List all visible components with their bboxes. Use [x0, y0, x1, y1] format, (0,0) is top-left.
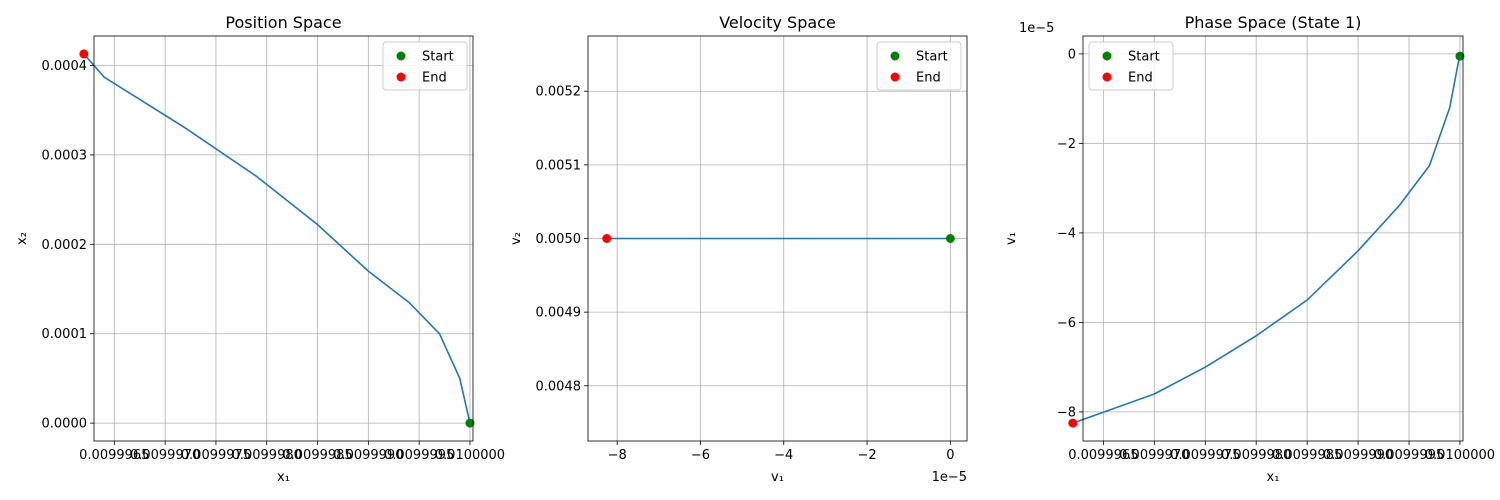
legend-marker — [1102, 51, 1112, 61]
y-tick-label: 0 — [1068, 47, 1076, 62]
x-offset-label: 1e−5 — [932, 470, 967, 485]
x-axis-label: x₁ — [1267, 470, 1280, 485]
x-tick-label: 0.0099985 — [282, 448, 352, 463]
chart-title: Phase Space (State 1) — [1185, 13, 1362, 32]
x-axis-label: v₁ — [771, 470, 784, 485]
y-tick-label: 0.0001 — [42, 327, 88, 342]
y-tick-label: 0.0052 — [536, 85, 582, 100]
x-tick-label: 0.0099990 — [1323, 448, 1393, 463]
y-tick-label: 0.0048 — [536, 379, 582, 394]
y-tick-label: 0.0049 — [536, 306, 582, 321]
y-tick-label: 0.0002 — [42, 238, 88, 253]
y-axis-label: v₂ — [509, 232, 524, 245]
x-tick-label: 0.0100000 — [1425, 448, 1495, 463]
x-tick-label: 0.0099995 — [384, 448, 454, 463]
y-tick-label: −8 — [1057, 405, 1076, 420]
chart-panel-1: 0.00999650.00999700.00999750.00999800.00… — [15, 13, 505, 485]
end-marker — [1068, 418, 1078, 428]
legend-marker — [890, 51, 900, 61]
x-tick-label: 0.0099980 — [232, 448, 302, 463]
legend-label: End — [1128, 71, 1153, 86]
x-tick-label: −4 — [774, 448, 793, 463]
x-tick-label: 0.0099965 — [1068, 448, 1138, 463]
y-tick-label: 0.0003 — [42, 148, 88, 163]
x-tick-label: 0.0099970 — [130, 448, 200, 463]
chart-title: Position Space — [225, 13, 341, 32]
series-line — [1072, 53, 1461, 424]
series-line — [83, 53, 471, 424]
legend-label: End — [422, 71, 447, 86]
legend-marker — [396, 72, 406, 82]
chart-title: Velocity Space — [719, 13, 836, 32]
legend-label: Start — [916, 50, 948, 65]
start-marker — [465, 418, 475, 428]
legend: Start End — [876, 41, 962, 91]
y-axis-label: x₂ — [15, 232, 30, 245]
x-tick-label: 0.0099970 — [1119, 448, 1189, 463]
x-tick-label: −2 — [857, 448, 876, 463]
x-tick-label: −8 — [608, 448, 627, 463]
chart-panel-3: 0.00999650.00999700.00999750.00999800.00… — [1004, 13, 1495, 485]
legend-label: Start — [422, 50, 454, 65]
y-tick-label: 0.0051 — [536, 158, 582, 173]
legend-marker — [1102, 72, 1112, 82]
x-tick-label: 0.0099975 — [181, 448, 251, 463]
legend-label: End — [916, 71, 941, 86]
x-tick-label: 0.0099980 — [1221, 448, 1291, 463]
y-tick-label: 0.0000 — [42, 417, 88, 432]
chart-panel-2: −8 −6 −4 −2 0 0.0048 0.0049 0.0050 0.0051 0.0052 V… — [509, 13, 968, 485]
x-tick-label: 0.0100000 — [435, 448, 505, 463]
x-axis-label: x₁ — [277, 470, 290, 485]
plot-frame — [93, 35, 474, 442]
x-tick-label: 0 — [946, 448, 954, 463]
legend: Start End — [1088, 41, 1174, 91]
legend: Start End — [382, 41, 468, 91]
x-tick-label: 0.0099965 — [79, 448, 149, 463]
x-tick-label: 0.0099990 — [333, 448, 403, 463]
y-tick-label: 0.0050 — [536, 232, 582, 247]
x-tick-label: 0.0099985 — [1272, 448, 1342, 463]
x-tick-label: 0.0099975 — [1170, 448, 1240, 463]
x-tick-label: 0.0099995 — [1374, 448, 1444, 463]
start-marker — [1455, 51, 1465, 61]
end-marker — [79, 49, 89, 59]
y-tick-label: −4 — [1057, 226, 1076, 241]
y-tick-label: −6 — [1057, 316, 1076, 331]
y-offset-label: 1e−5 — [1019, 21, 1054, 36]
legend-marker — [890, 72, 900, 82]
legend-marker — [396, 51, 406, 61]
start-marker — [945, 234, 955, 243]
end-marker — [602, 234, 612, 243]
plot-frame — [1082, 35, 1464, 442]
y-axis-label: v₁ — [1004, 232, 1019, 245]
x-tick-label: −6 — [691, 448, 710, 463]
y-tick-label: 0.0004 — [42, 59, 88, 74]
y-tick-label: −2 — [1057, 137, 1076, 152]
legend-label: Start — [1128, 50, 1160, 65]
